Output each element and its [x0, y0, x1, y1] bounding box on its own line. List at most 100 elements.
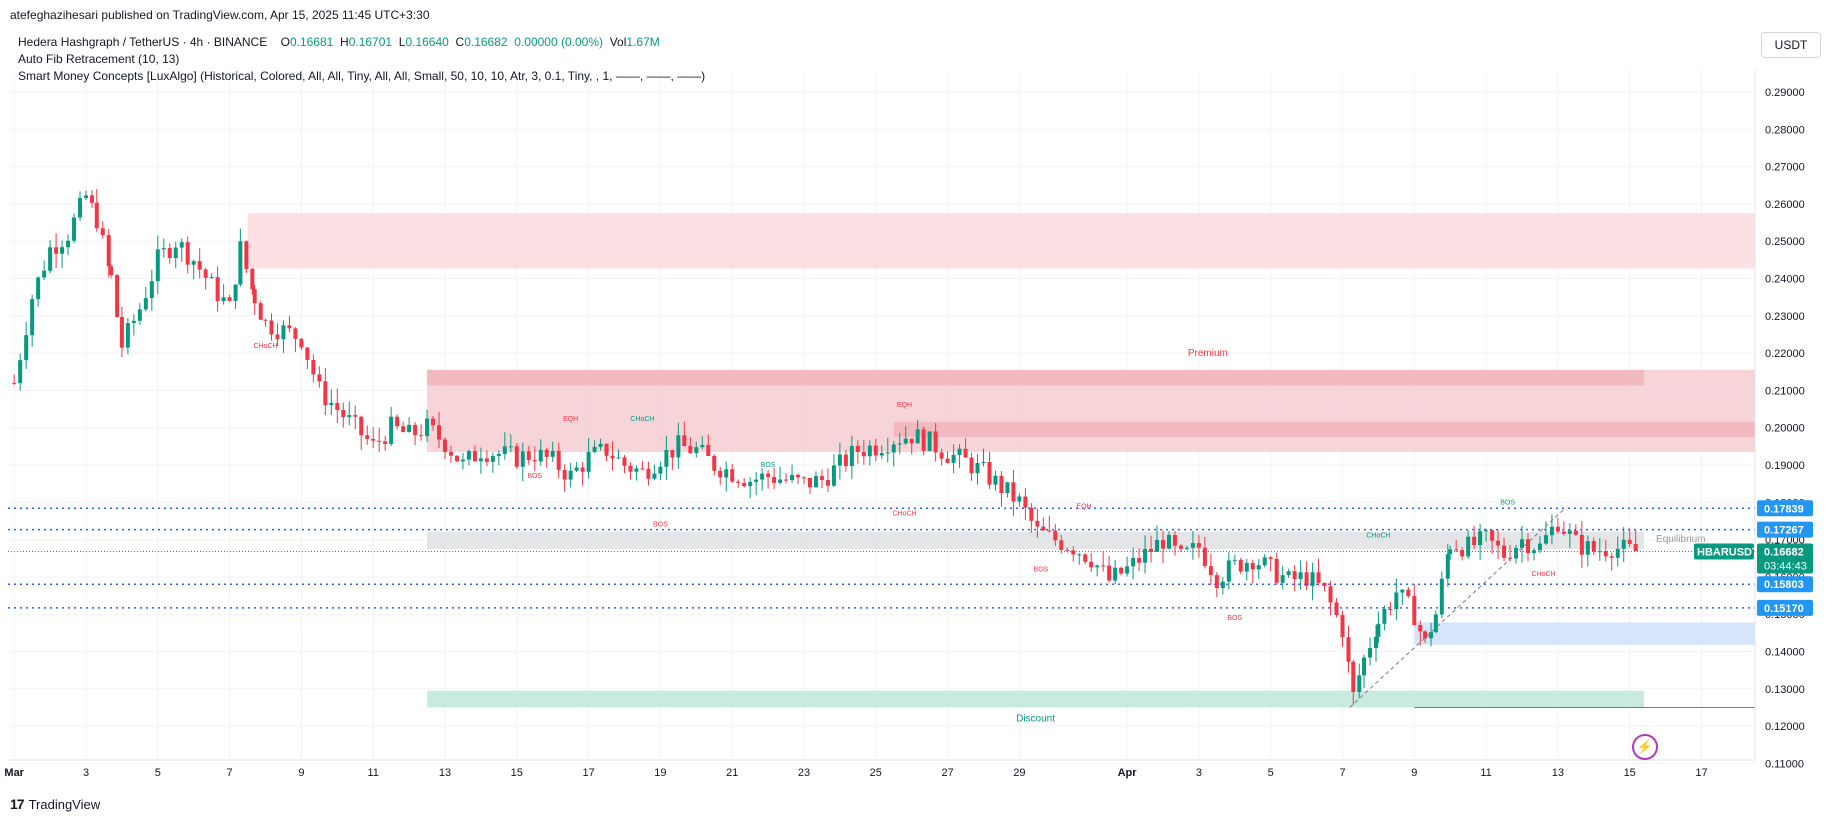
- candle-body: [1250, 563, 1255, 570]
- countdown-value: 03:44:43: [1764, 560, 1807, 572]
- candle-body: [1508, 557, 1513, 559]
- candle-body: [1388, 608, 1393, 610]
- y-tick-label: 0.23000: [1765, 311, 1805, 323]
- structure-label: EQH: [897, 402, 912, 409]
- candle-body: [359, 416, 364, 436]
- candle-body: [1627, 539, 1632, 544]
- candle-body: [155, 249, 160, 282]
- candle-body: [185, 242, 190, 265]
- candle-body: [1125, 566, 1130, 574]
- x-tick-label: Apr: [1118, 767, 1138, 779]
- symbol-label[interactable]: Hedera Hashgraph / TetherUS · 4h · BINAN…: [18, 35, 268, 49]
- level-tag: [1757, 521, 1813, 538]
- candle-body: [1490, 530, 1495, 541]
- candle-body: [215, 277, 220, 302]
- candle-body: [401, 426, 406, 433]
- candle-body: [742, 482, 747, 487]
- candle-body: [879, 453, 884, 456]
- candle-body: [1214, 575, 1219, 589]
- candle-body: [981, 461, 986, 463]
- candle-body: [831, 465, 836, 486]
- x-tick-label: 9: [298, 767, 304, 779]
- candle-body: [1172, 534, 1177, 546]
- zone-label: Premium: [1188, 348, 1228, 359]
- candle-body: [891, 444, 896, 453]
- ohlc-row: Hedera Hashgraph / TetherUS · 4h · BINAN…: [18, 35, 660, 49]
- candle-body: [1368, 648, 1373, 658]
- candle-body: [1059, 540, 1064, 550]
- x-tick-label: 15: [511, 767, 523, 779]
- candle-body: [275, 334, 280, 340]
- candle-body: [897, 443, 902, 445]
- candle-body: [454, 455, 459, 462]
- candle-body: [885, 452, 890, 454]
- lightning-icon[interactable]: ⚡: [1632, 734, 1658, 760]
- candle-body: [24, 335, 29, 361]
- candle-body: [969, 457, 974, 474]
- symbol-tag: [1694, 543, 1754, 560]
- candle-body: [149, 281, 154, 299]
- y-tick-label: 0.19000: [1765, 460, 1805, 472]
- candle-body: [395, 416, 400, 427]
- candle-body: [484, 458, 489, 462]
- candle-body: [736, 481, 741, 483]
- candle-body: [1029, 507, 1034, 521]
- candle-body: [796, 474, 801, 478]
- candle-body: [652, 473, 657, 479]
- x-tick-label: 21: [726, 767, 738, 779]
- level-tag-value: 0.17839: [1764, 503, 1804, 515]
- currency-button[interactable]: USDT: [1761, 32, 1821, 58]
- candle-body: [957, 448, 962, 455]
- candle-body: [1155, 539, 1160, 552]
- candle-body: [437, 425, 442, 440]
- candle-body: [209, 277, 214, 279]
- x-tick-label: 11: [1480, 767, 1491, 779]
- candle-body: [700, 445, 705, 448]
- candle-body: [161, 248, 166, 250]
- candle-body: [1573, 530, 1578, 535]
- y-tick-label: 0.14000: [1765, 647, 1805, 659]
- candle-body: [167, 248, 172, 259]
- candle-body: [48, 247, 53, 271]
- level-tag-value: 0.15803: [1764, 579, 1804, 591]
- candle-body: [598, 443, 603, 447]
- candle-body: [532, 460, 537, 462]
- candle-body: [1621, 539, 1626, 549]
- level-tag-value: 0.17267: [1764, 525, 1804, 537]
- x-tick-label: 9: [1411, 767, 1417, 779]
- candle-body: [694, 447, 699, 454]
- candle-body: [1208, 566, 1213, 576]
- candle-body: [54, 247, 59, 254]
- candle-body: [754, 479, 759, 482]
- structure-label: BOS: [527, 473, 542, 480]
- candle-body: [100, 228, 105, 236]
- candle-body: [269, 320, 274, 335]
- structure-label: BOS: [761, 462, 776, 469]
- candle-body: [1035, 520, 1040, 527]
- candle-body: [1286, 571, 1291, 576]
- candle-body: [353, 415, 358, 417]
- candle-body: [173, 247, 178, 259]
- candle-body: [1334, 602, 1339, 616]
- candle-body: [1184, 547, 1189, 549]
- candle-body: [622, 457, 627, 466]
- candle-body: [975, 462, 980, 474]
- indicator-fib[interactable]: Auto Fib Retracement (10, 13): [18, 52, 180, 66]
- candle-body: [191, 261, 196, 265]
- candle-body: [89, 195, 94, 203]
- candle-body: [1298, 572, 1303, 580]
- candle-body: [1310, 572, 1315, 586]
- candle-body: [179, 242, 184, 248]
- candle-body: [1322, 582, 1327, 587]
- candle-body: [18, 360, 23, 384]
- x-tick-label: 17: [582, 767, 594, 779]
- candle-body: [1603, 551, 1608, 557]
- candle-body: [203, 269, 208, 278]
- indicator-smc[interactable]: Smart Money Concepts [LuxAlgo] (Historic…: [18, 69, 706, 83]
- candle-body: [1406, 589, 1411, 597]
- candle-body: [873, 445, 878, 456]
- candle-body: [1202, 547, 1207, 567]
- candle-body: [915, 429, 920, 444]
- y-tick-label: 0.24000: [1765, 274, 1805, 286]
